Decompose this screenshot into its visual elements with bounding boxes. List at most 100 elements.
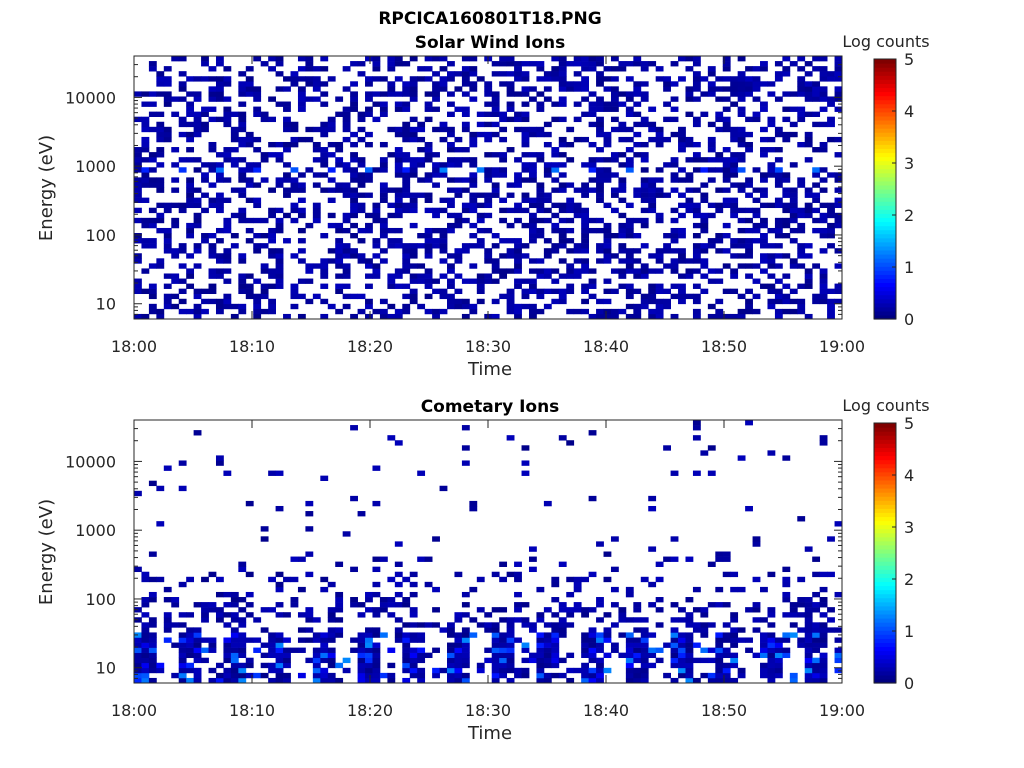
- heatmap-cell: [804, 632, 813, 638]
- heatmap-cell: [588, 217, 597, 224]
- heatmap-cell: [528, 303, 537, 310]
- heatmap-cell: [812, 86, 821, 92]
- heatmap-cell: [372, 263, 381, 269]
- heatmap-cell: [156, 485, 165, 492]
- heatmap-cell: [618, 632, 627, 638]
- heatmap-cell: [499, 293, 508, 300]
- heatmap-cell: [715, 202, 724, 209]
- colorbar-tick-label: 0: [904, 310, 914, 329]
- heatmap-cell: [722, 66, 731, 72]
- heatmap-cell: [171, 147, 180, 153]
- heatmap-cell: [596, 672, 604, 679]
- heatmap-cell: [551, 76, 560, 82]
- heatmap-cell: [439, 56, 448, 62]
- heatmap-cell: [752, 278, 761, 284]
- heatmap-cell: [648, 581, 657, 588]
- heatmap-cell: [186, 667, 195, 674]
- heatmap-cell: [394, 91, 403, 97]
- heatmap-cell: [223, 652, 232, 659]
- colorbar-swatch: [874, 597, 896, 603]
- heatmap-cell: [506, 248, 515, 254]
- heatmap-cell: [320, 131, 329, 138]
- heatmap-cell: [350, 192, 358, 198]
- heatmap-cell: [566, 607, 575, 613]
- heatmap-cell: [268, 248, 276, 254]
- heatmap-cell: [685, 56, 694, 62]
- heatmap-cell: [700, 197, 709, 203]
- heatmap-cell: [596, 121, 604, 128]
- heatmap-cell: [804, 187, 813, 193]
- heatmap-cell: [215, 253, 224, 259]
- heatmap-cell: [394, 212, 403, 219]
- heatmap-cell: [521, 136, 530, 143]
- heatmap-cell: [618, 101, 627, 107]
- heatmap-cell: [834, 202, 843, 209]
- heatmap-cell: [558, 172, 567, 178]
- heatmap-cell: [320, 576, 329, 583]
- heatmap-cell: [655, 192, 664, 198]
- heatmap-cell: [536, 91, 545, 97]
- heatmap-cell: [700, 632, 709, 638]
- heatmap-cell: [655, 217, 664, 224]
- heatmap-cell: [327, 303, 336, 310]
- heatmap-cell: [543, 500, 552, 507]
- heatmap-cell: [275, 56, 284, 62]
- heatmap-cell: [834, 197, 843, 203]
- heatmap-cell: [551, 627, 560, 633]
- heatmap-cell: [730, 652, 739, 659]
- heatmap-cell: [320, 121, 329, 128]
- heatmap-cell: [767, 147, 776, 153]
- heatmap-cell: [215, 268, 224, 274]
- heatmap-cell: [365, 76, 373, 82]
- heatmap-cell: [215, 91, 224, 97]
- heatmap-cell: [268, 116, 276, 123]
- heatmap-cell: [707, 136, 716, 143]
- heatmap-cell: [283, 192, 291, 198]
- heatmap-cell: [782, 91, 791, 97]
- heatmap-cell: [275, 470, 284, 476]
- heatmap-cell: [454, 662, 463, 669]
- heatmap-cell: [812, 207, 821, 214]
- heatmap-cell: [514, 177, 522, 183]
- heatmap-cell: [722, 622, 731, 628]
- heatmap-cell: [625, 227, 634, 234]
- heatmap-cell: [417, 647, 426, 653]
- heatmap-cell: [230, 657, 239, 664]
- heatmap-cell: [506, 642, 515, 648]
- heatmap-cell: [320, 66, 329, 72]
- heatmap-cell: [760, 152, 768, 158]
- heatmap-cell: [737, 293, 746, 300]
- colorbar-swatch: [874, 508, 896, 513]
- heatmap-cell: [402, 268, 411, 274]
- heatmap-cell: [469, 56, 478, 62]
- heatmap-cell: [260, 607, 269, 613]
- heatmap-cell: [648, 192, 657, 198]
- heatmap-cell: [715, 248, 724, 254]
- heatmap-cell: [692, 157, 701, 163]
- heatmap-cell: [424, 622, 433, 628]
- heatmap-cell: [253, 96, 262, 102]
- heatmap-cell: [551, 278, 560, 284]
- colorbar-swatch: [874, 298, 896, 304]
- heatmap-cell: [268, 187, 276, 193]
- heatmap-cell: [312, 657, 321, 664]
- heatmap-cell: [394, 56, 403, 62]
- heatmap-cell: [245, 162, 254, 168]
- heatmap-cell: [551, 147, 560, 153]
- colorbar-swatch: [874, 630, 896, 635]
- heatmap-cell: [208, 607, 217, 613]
- heatmap-cell: [670, 116, 679, 123]
- colorbar-swatch: [874, 488, 896, 493]
- heatmap-cell: [357, 637, 366, 643]
- heatmap-cell: [737, 86, 746, 92]
- heatmap-cell: [521, 622, 530, 628]
- heatmap-cell: [223, 111, 232, 117]
- heatmap-cell: [208, 96, 217, 102]
- heatmap-cell: [447, 298, 455, 305]
- heatmap-cell: [745, 637, 753, 643]
- heatmap-cell: [506, 571, 515, 578]
- heatmap-cell: [581, 238, 590, 244]
- heatmap-cell: [409, 197, 418, 203]
- heatmap-cell: [819, 597, 828, 603]
- heatmap-cell: [573, 212, 582, 219]
